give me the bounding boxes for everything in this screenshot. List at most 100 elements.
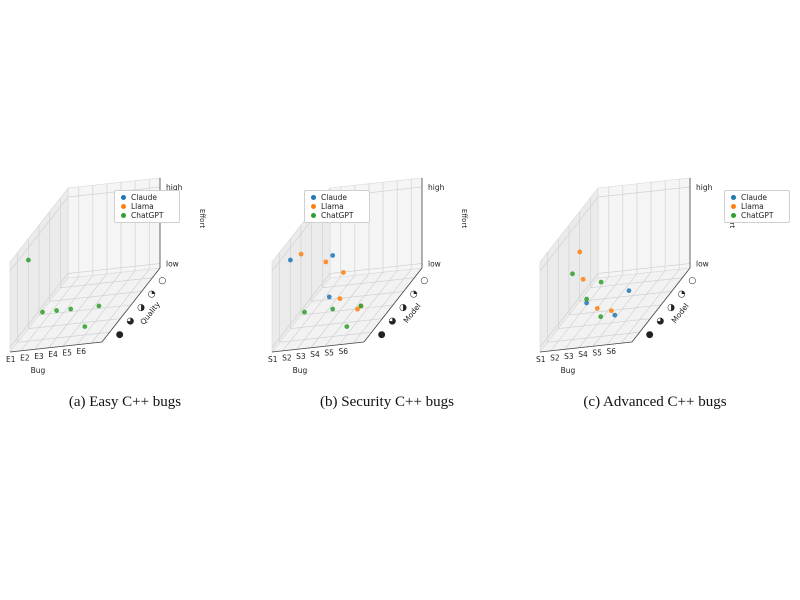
- grid-line: [60, 277, 153, 289]
- y-tick-label: ◔: [148, 289, 156, 299]
- caption-easy: (a) Easy C++ bugs: [68, 394, 182, 410]
- data-point-llama: [323, 259, 329, 265]
- legend-marker: [731, 213, 736, 218]
- y-tick-label: ◔: [678, 289, 686, 299]
- grid-line: [579, 291, 672, 302]
- x-tick-label: S2: [282, 353, 292, 362]
- legend-marker: [121, 204, 126, 209]
- grid-line: [28, 318, 121, 329]
- data-point-claude: [584, 300, 590, 306]
- data-point-llama: [580, 276, 586, 282]
- grid-line: [38, 304, 132, 316]
- z-tick-label: high: [428, 183, 445, 192]
- legend-label: ChatGPT: [321, 211, 354, 220]
- grid-line: [539, 196, 599, 272]
- x-tick-label: S3: [564, 352, 574, 361]
- legend-item-chatgpt: ChatGPT: [119, 211, 175, 220]
- y-tick-label: ◕: [656, 317, 664, 327]
- grid-line: [279, 331, 372, 343]
- x-tick-label: S6: [338, 347, 348, 356]
- legend-item-claude: Claude: [119, 193, 175, 202]
- legend-marker: [121, 213, 126, 218]
- legend-marker: [731, 204, 736, 209]
- data-point-chatgpt: [330, 306, 336, 312]
- y-tick-label: ◑: [667, 303, 675, 313]
- grid-line: [300, 304, 394, 316]
- x-tick-label: S6: [606, 347, 616, 356]
- legend-label: ChatGPT: [741, 211, 774, 220]
- x-axis-line: [9, 341, 103, 353]
- data-point-chatgpt: [82, 324, 88, 330]
- x-tick-label: S4: [578, 350, 588, 359]
- x-tick-label: S1: [268, 355, 278, 364]
- grid-line: [49, 291, 142, 302]
- legend-label: Claude: [741, 193, 768, 202]
- y-tick-label: ◑: [137, 303, 145, 313]
- x-axis-label: Bug: [561, 366, 576, 375]
- data-point-llama: [340, 270, 346, 275]
- y-tick-label: ●: [116, 330, 124, 340]
- grid-line: [271, 273, 331, 348]
- subplot-security: S1 S2 S3 S4 S5 S6 ○ ◔ ◑ ◕ ● low high Bug Model Effort C…: [262, 177, 512, 420]
- data-point-llama: [355, 306, 360, 312]
- y-tick-label: ○: [420, 276, 428, 286]
- grid-line: [9, 273, 69, 348]
- data-point-claude: [326, 294, 332, 300]
- z-tick-label: low: [696, 260, 709, 269]
- legend-label: Llama: [321, 202, 344, 211]
- legend-item-llama: Llama: [119, 202, 175, 211]
- data-point-chatgpt: [68, 306, 74, 312]
- legend: Claude Llama ChatGPT: [114, 190, 180, 223]
- x-tick-label: S4: [310, 350, 320, 359]
- data-point-claude: [330, 253, 336, 258]
- x-tick-label: E5: [62, 349, 72, 358]
- legend: Claude Llama ChatGPT: [724, 190, 790, 223]
- y-tick-label: ○: [688, 276, 696, 286]
- x-tick-label: E1: [6, 355, 16, 364]
- y-axis-line: [363, 267, 423, 343]
- x-tick-label: E2: [20, 353, 30, 362]
- z-axis-label: Effort: [460, 209, 468, 228]
- y-tick-label: ●: [646, 330, 654, 340]
- grid-line: [17, 331, 110, 343]
- legend: Claude Llama ChatGPT: [304, 190, 370, 223]
- legend-marker: [311, 213, 316, 218]
- grid-line: [539, 273, 599, 348]
- data-point-chatgpt: [358, 303, 364, 309]
- y-axis-line: [101, 267, 161, 343]
- data-point-llama: [608, 308, 614, 314]
- data-point-llama: [577, 249, 583, 255]
- data-point-chatgpt: [584, 296, 590, 302]
- grid-line: [558, 318, 651, 329]
- grid-line: [9, 196, 69, 272]
- legend-label: Claude: [321, 193, 348, 202]
- data-point-chatgpt: [25, 257, 31, 263]
- legend-item-llama: Llama: [729, 202, 785, 211]
- z-axis-label: Effort: [198, 209, 206, 228]
- caption-security: (b) Security C++ bugs: [320, 394, 454, 410]
- x-tick-label: S5: [324, 349, 334, 358]
- z-tick-label: low: [166, 260, 179, 269]
- legend-label: ChatGPT: [131, 211, 164, 220]
- data-point-claude: [626, 288, 632, 294]
- x-tick-label: S2: [550, 353, 560, 362]
- data-point-chatgpt: [570, 271, 575, 277]
- data-point-chatgpt: [344, 324, 350, 330]
- legend-label: Llama: [131, 202, 154, 211]
- legend-item-llama: Llama: [309, 202, 365, 211]
- legend-label: Llama: [741, 202, 764, 211]
- x-tick-label: S3: [296, 352, 306, 361]
- x-tick-label: E6: [77, 347, 87, 356]
- legend-marker: [311, 195, 316, 200]
- legend-label: Claude: [131, 193, 158, 202]
- x-tick-label: S1: [536, 355, 546, 364]
- z-tick-label: high: [166, 183, 183, 192]
- x-axis-label: Bug: [293, 366, 308, 375]
- legend-item-chatgpt: ChatGPT: [729, 211, 785, 220]
- data-point-llama: [337, 296, 343, 302]
- grid-line: [311, 291, 404, 302]
